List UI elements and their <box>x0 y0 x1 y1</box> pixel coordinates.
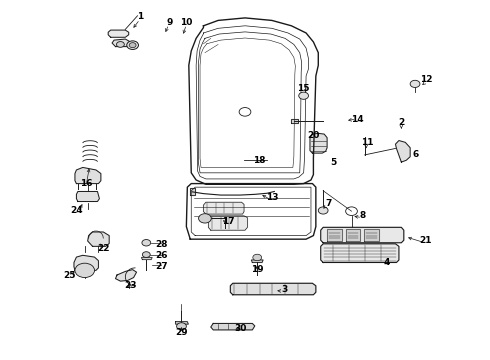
Circle shape <box>198 214 211 223</box>
Text: 1: 1 <box>137 12 143 21</box>
Text: 21: 21 <box>419 237 432 246</box>
Circle shape <box>253 254 262 261</box>
Polygon shape <box>230 283 316 295</box>
Polygon shape <box>208 216 247 230</box>
Text: 26: 26 <box>156 251 168 260</box>
Text: 9: 9 <box>166 18 172 27</box>
Text: 5: 5 <box>330 158 336 167</box>
Polygon shape <box>108 30 129 37</box>
Polygon shape <box>310 134 327 153</box>
Circle shape <box>127 41 139 49</box>
Polygon shape <box>76 192 99 202</box>
Text: 15: 15 <box>297 84 310 93</box>
Polygon shape <box>88 232 109 246</box>
Polygon shape <box>321 244 399 262</box>
Text: 24: 24 <box>70 206 83 215</box>
Circle shape <box>117 41 124 47</box>
Polygon shape <box>327 229 342 241</box>
Text: 27: 27 <box>156 262 168 271</box>
Circle shape <box>75 263 95 278</box>
Text: 3: 3 <box>281 285 287 294</box>
Polygon shape <box>321 227 404 243</box>
Polygon shape <box>345 229 360 241</box>
Text: 13: 13 <box>266 193 278 202</box>
Text: 29: 29 <box>175 328 188 337</box>
Polygon shape <box>142 257 152 260</box>
Text: 12: 12 <box>419 75 432 84</box>
Text: 17: 17 <box>221 217 234 226</box>
Text: 11: 11 <box>361 138 373 147</box>
Circle shape <box>410 80 420 87</box>
Text: 25: 25 <box>63 270 75 279</box>
Text: 16: 16 <box>80 179 93 188</box>
Text: 14: 14 <box>351 114 364 123</box>
Circle shape <box>129 42 136 48</box>
Text: 20: 20 <box>307 131 319 140</box>
Polygon shape <box>395 140 410 162</box>
Circle shape <box>299 92 309 99</box>
Text: 7: 7 <box>325 199 331 208</box>
Text: 18: 18 <box>253 156 266 165</box>
Polygon shape <box>175 321 188 324</box>
Polygon shape <box>74 255 98 270</box>
Polygon shape <box>112 39 129 46</box>
Text: 28: 28 <box>156 240 168 249</box>
Circle shape <box>142 239 151 246</box>
Text: 22: 22 <box>97 244 110 253</box>
Text: 10: 10 <box>180 18 193 27</box>
Polygon shape <box>251 260 263 262</box>
Text: 6: 6 <box>413 150 419 159</box>
Text: 30: 30 <box>234 324 246 333</box>
Polygon shape <box>364 229 379 241</box>
Polygon shape <box>211 323 255 330</box>
Circle shape <box>176 323 186 330</box>
Circle shape <box>318 207 328 214</box>
Circle shape <box>143 252 150 257</box>
Text: 4: 4 <box>384 258 390 267</box>
Polygon shape <box>203 202 244 214</box>
Text: 23: 23 <box>124 281 136 290</box>
Text: 2: 2 <box>398 118 404 127</box>
Text: 19: 19 <box>251 265 264 274</box>
Polygon shape <box>116 270 137 281</box>
Text: 8: 8 <box>359 211 366 220</box>
Polygon shape <box>292 119 298 123</box>
Polygon shape <box>190 188 195 195</box>
Polygon shape <box>75 167 101 184</box>
